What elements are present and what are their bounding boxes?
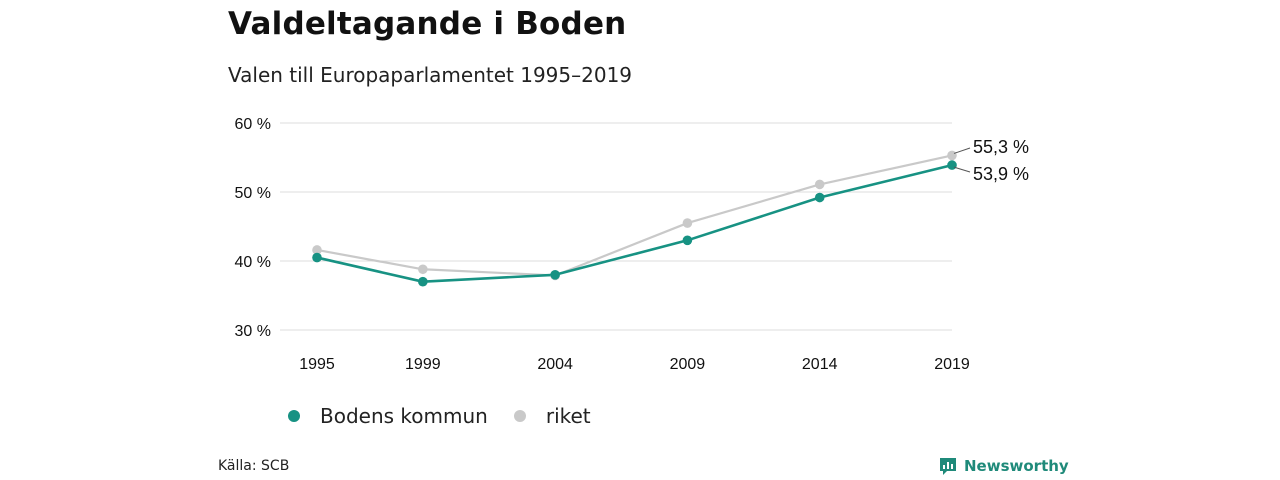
x-tick-label: 2019 [934, 356, 970, 373]
leader-line [953, 147, 971, 154]
data-point [814, 179, 825, 190]
x-tick-label: 1999 [405, 356, 441, 373]
legend-item-bodens-kommun: Bodens kommun [288, 404, 488, 428]
source-note: Källa: SCB [218, 458, 290, 474]
x-tick-label: 2009 [670, 356, 706, 373]
legend: Bodens kommun riket [288, 404, 617, 428]
y-tick-label: 60 % [235, 116, 271, 133]
x-tick-label: 2014 [802, 356, 838, 373]
x-axis: 1995 1999 2004 2009 2014 2019 [299, 356, 970, 373]
brand-name: Newsworthy [964, 457, 1069, 475]
y-tick-label: 40 % [235, 254, 271, 271]
leader-line [953, 166, 971, 173]
series-line [316, 163, 953, 283]
brand-logo[interactable]: Newsworthy [938, 456, 1069, 476]
y-tick-label: 30 % [235, 323, 271, 340]
data-point [550, 270, 560, 280]
line-chart: 30 % 40 % 50 % 60 % 1995 1999 2004 2009 2014 201… [235, 116, 1030, 373]
data-point [418, 276, 428, 287]
gridlines [280, 122, 952, 331]
y-axis: 30 % 40 % 50 % 60 % [235, 116, 271, 340]
data-point [312, 245, 322, 255]
end-label-bodens-kommun: 53,9 % [973, 164, 1029, 184]
series-points [312, 150, 957, 287]
data-point [418, 264, 428, 275]
chart-subtitle: Valen till Europaparlamentet 1995–2019 [228, 63, 633, 87]
chart-title: Valdeltagande i Boden [228, 6, 627, 42]
end-label-riket: 55,3 % [973, 137, 1029, 157]
data-point [814, 192, 825, 203]
legend-label-riket: riket [545, 404, 591, 428]
newsworthy-logo-icon [940, 458, 956, 475]
legend-swatch-riket [513, 410, 526, 422]
data-point [312, 252, 322, 263]
legend-item-riket: riket [513, 404, 591, 428]
data-point [682, 235, 693, 246]
x-tick-label: 2004 [537, 356, 573, 373]
data-point [947, 160, 957, 170]
legend-label-bodens-kommun: Bodens kommun [320, 404, 488, 428]
series-lines [316, 154, 953, 283]
legend-swatch-bodens-kommun [288, 410, 300, 422]
data-point [947, 150, 957, 161]
y-tick-label: 50 % [235, 185, 271, 202]
x-tick-label: 1995 [299, 356, 335, 373]
end-labels: 55,3 % 53,9 % [953, 137, 1029, 184]
series-line [316, 154, 953, 277]
data-point [682, 218, 693, 228]
